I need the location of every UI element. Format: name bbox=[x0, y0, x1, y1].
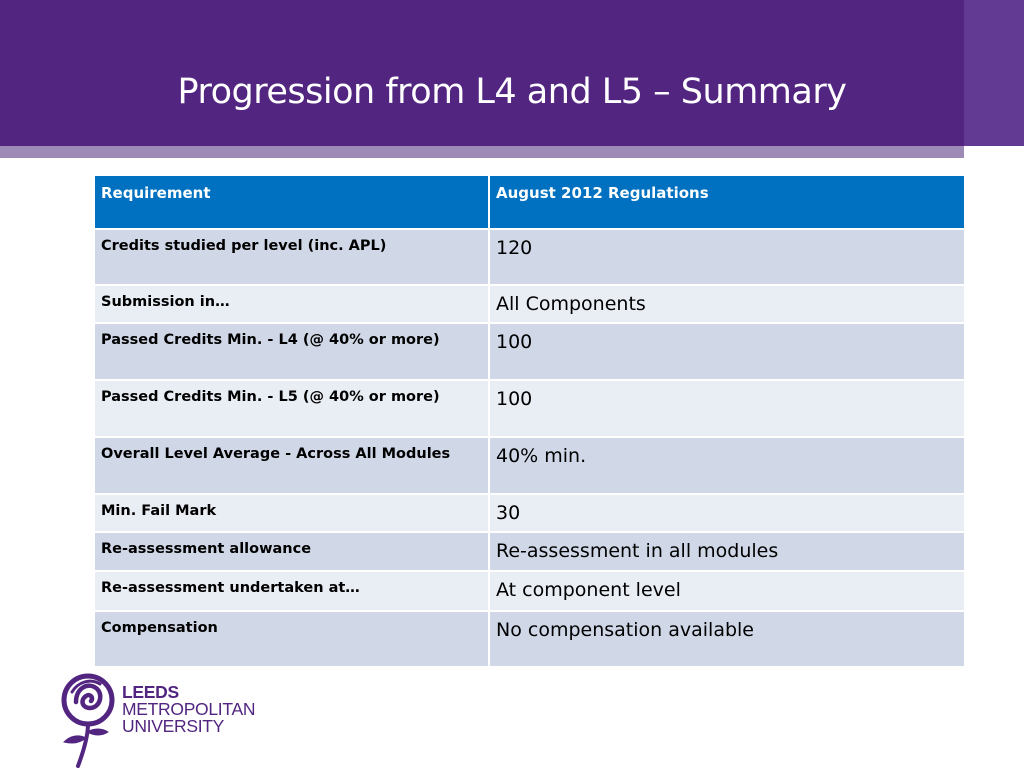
logo-line-leeds: LEEDS bbox=[122, 682, 179, 702]
table-row: Submission in… All Components bbox=[93, 284, 966, 324]
table-row: Overall Level Average - Across All Modul… bbox=[93, 436, 966, 495]
rose-emblem-icon bbox=[61, 673, 115, 768]
logo-line-metropolitan: METROPOLITAN bbox=[122, 699, 256, 719]
table-row: Passed Credits Min. - L4 (@ 40% or more)… bbox=[93, 322, 966, 381]
requirement-cell: Passed Credits Min. - L5 (@ 40% or more) bbox=[93, 379, 490, 438]
requirement-cell: Re-assessment undertaken at… bbox=[93, 570, 490, 612]
logo-wordmark: LEEDS METROPOLITAN UNIVERSITY bbox=[122, 682, 256, 736]
regulation-cell: Re-assessment in all modules bbox=[488, 531, 966, 572]
table-header-row: Requirement August 2012 Regulations bbox=[93, 174, 966, 230]
regulation-cell: 100 bbox=[488, 379, 966, 438]
header-side-block bbox=[964, 0, 1024, 146]
requirement-cell: Submission in… bbox=[93, 284, 490, 324]
requirement-cell: Re-assessment allowance bbox=[93, 531, 490, 572]
regulation-cell: No compensation available bbox=[488, 610, 966, 668]
table-row: Re-assessment undertaken at… At componen… bbox=[93, 570, 966, 612]
column-header-regulations: August 2012 Regulations bbox=[488, 174, 966, 230]
column-header-requirement: Requirement bbox=[93, 174, 490, 230]
requirement-cell: Passed Credits Min. - L4 (@ 40% or more) bbox=[93, 322, 490, 381]
table-row: Re-assessment allowance Re-assessment in… bbox=[93, 531, 966, 572]
regulation-cell: 40% min. bbox=[488, 436, 966, 495]
regulation-cell: 100 bbox=[488, 322, 966, 381]
table-row: Min. Fail Mark 30 bbox=[93, 493, 966, 533]
regulation-cell: At component level bbox=[488, 570, 966, 612]
requirement-cell: Credits studied per level (inc. APL) bbox=[93, 228, 490, 286]
table-row: Compensation No compensation available bbox=[93, 610, 966, 668]
table-row: Credits studied per level (inc. APL) 120 bbox=[93, 228, 966, 286]
regulation-cell: 30 bbox=[488, 493, 966, 533]
regulation-cell: 120 bbox=[488, 228, 966, 286]
regulations-table: Requirement August 2012 Regulations Cred… bbox=[93, 174, 966, 668]
logo-line-university: UNIVERSITY bbox=[122, 716, 225, 736]
table-row: Passed Credits Min. - L5 (@ 40% or more)… bbox=[93, 379, 966, 438]
header-strip bbox=[0, 146, 964, 158]
university-logo: LEEDS METROPOLITAN UNIVERSITY bbox=[58, 672, 288, 768]
slide-title: Progression from L4 and L5 – Summary bbox=[177, 72, 847, 112]
requirement-cell: Compensation bbox=[93, 610, 490, 668]
requirement-cell: Min. Fail Mark bbox=[93, 493, 490, 533]
regulation-cell: All Components bbox=[488, 284, 966, 324]
header-band bbox=[0, 0, 964, 146]
requirement-cell: Overall Level Average - Across All Modul… bbox=[93, 436, 490, 495]
